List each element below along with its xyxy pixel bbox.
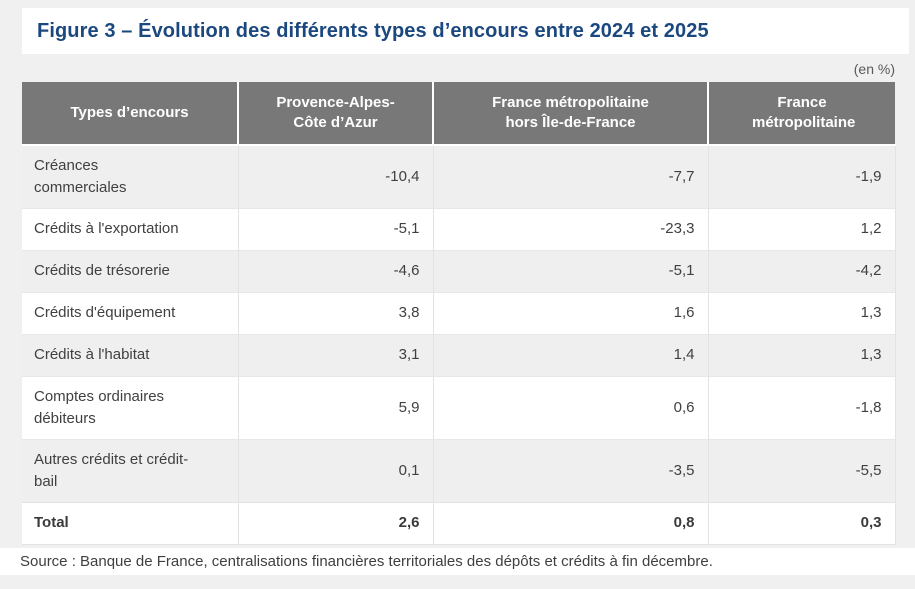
- total-value: 0,3: [707, 501, 896, 545]
- cell-value: 5,9: [237, 375, 433, 439]
- cell-value: 1,6: [432, 291, 708, 334]
- column-header-france-hors-idf: France métropolitaine hors Île-de-France: [432, 82, 708, 146]
- cell-value: -4,6: [237, 249, 433, 292]
- cell-value: 3,1: [237, 333, 433, 376]
- source-text: Source : Banque de France, centralisatio…: [20, 552, 713, 570]
- cell-value: -1,8: [707, 375, 896, 439]
- table-row: Autres crédits et crédit-bail 0,1 -3,5 -…: [22, 438, 896, 502]
- cell-value: -5,1: [237, 207, 433, 250]
- column-header-france-metropolitaine: France métropolitaine: [707, 82, 895, 146]
- column-header-paca: Provence-Alpes-Côte d’Azur: [237, 82, 433, 146]
- cell-value: 3,8: [237, 291, 433, 334]
- table-row: Crédits à l'habitat 3,1 1,4 1,3: [22, 333, 896, 376]
- table-row: Crédits à l'exportation -5,1 -23,3 1,2: [22, 207, 896, 250]
- column-header-label: Types d’encours: [70, 103, 189, 121]
- cell-value: -5,5: [707, 438, 896, 502]
- cell-value: 0,6: [432, 375, 708, 439]
- table-row: Comptes ordinaires débiteurs 5,9 0,6 -1,…: [22, 375, 896, 439]
- cell-value: -10,4: [237, 144, 433, 208]
- figure-title-band: Figure 3 – Évolution des différents type…: [22, 8, 909, 54]
- encours-table: Types d’encours Provence-Alpes-Côte d’Az…: [22, 82, 896, 545]
- figure-page: Figure 3 – Évolution des différents type…: [0, 8, 915, 589]
- row-label: Crédits à l'habitat: [22, 333, 238, 376]
- column-header-types-encours: Types d’encours: [22, 82, 238, 146]
- total-value: 2,6: [237, 501, 433, 545]
- figure-title: Figure 3 – Évolution des différents type…: [37, 19, 709, 42]
- column-header-label: Provence-Alpes-Côte d’Azur: [276, 93, 395, 131]
- cell-value: -1,9: [707, 144, 896, 208]
- table-header-row: Types d’encours Provence-Alpes-Côte d’Az…: [22, 82, 895, 146]
- total-label: Total: [22, 501, 238, 545]
- row-label: Autres crédits et crédit-bail: [22, 438, 238, 502]
- cell-value: -23,3: [432, 207, 708, 250]
- row-label: Crédits de trésorerie: [22, 249, 238, 292]
- table-total-row: Total 2,6 0,8 0,3: [22, 501, 896, 545]
- cell-value: -7,7: [432, 144, 708, 208]
- source-band: Source : Banque de France, centralisatio…: [0, 547, 915, 575]
- cell-value: 1,3: [707, 333, 896, 376]
- total-value: 0,8: [432, 501, 708, 545]
- cell-value: 0,1: [237, 438, 433, 502]
- column-header-label: France métropolitaine: [752, 93, 856, 131]
- row-label: Comptes ordinaires débiteurs: [22, 375, 238, 439]
- unit-label: (en %): [853, 61, 895, 77]
- row-label: Crédits d'équipement: [22, 291, 238, 334]
- table-row: Crédits d'équipement 3,8 1,6 1,3: [22, 291, 896, 334]
- row-label: Crédits à l'exportation: [22, 207, 238, 250]
- cell-value: 1,3: [707, 291, 896, 334]
- column-header-label: France métropolitaine hors Île-de-France: [492, 93, 649, 131]
- table-row: Créances commerciales -10,4 -7,7 -1,9: [22, 144, 896, 208]
- cell-value: 1,4: [432, 333, 708, 376]
- cell-value: -4,2: [707, 249, 896, 292]
- unit-row: (en %): [0, 54, 915, 82]
- row-label: Créances commerciales: [22, 144, 238, 208]
- cell-value: 1,2: [707, 207, 896, 250]
- table-row: Crédits de trésorerie -4,6 -5,1 -4,2: [22, 249, 896, 292]
- cell-value: -3,5: [432, 438, 708, 502]
- cell-value: -5,1: [432, 249, 708, 292]
